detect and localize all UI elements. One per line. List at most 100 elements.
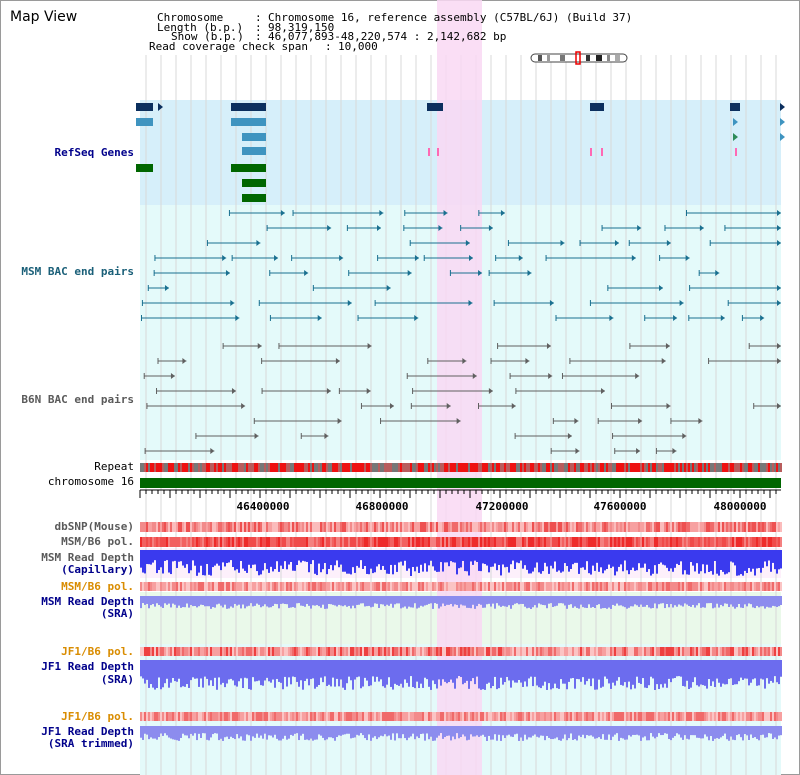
jf1-b6-pol-2-cell xyxy=(540,712,542,721)
msm-b6-pol-2-cell xyxy=(578,582,580,591)
msm-cap-depth-bar xyxy=(476,550,478,562)
jf1-b6-pol-2-cell xyxy=(698,712,700,721)
msm-bac-end xyxy=(720,315,725,321)
jf1-b6-pol-2-cell xyxy=(708,712,710,721)
jf1-sra-depth-bar xyxy=(576,660,578,679)
track-label-msm-bac[interactable]: MSM BAC end pairs xyxy=(21,265,134,278)
jf1-trim-depth-bar xyxy=(710,726,712,737)
msm-sra-depth-bar xyxy=(346,596,348,607)
msm-b6-pol-2-cell xyxy=(564,582,566,591)
msm-b6-pol-2-cell xyxy=(266,582,268,591)
repeat-segment xyxy=(540,463,542,472)
jf1-b6-pol-2-cell xyxy=(446,712,448,721)
jf1-b6-pol-2-cell xyxy=(682,712,684,721)
jf1-b6-pol-2-cell xyxy=(638,712,640,721)
refseq-exon-mark xyxy=(590,148,592,156)
msm-b6-pol-2-cell xyxy=(208,582,210,591)
jf1-b6-pol-cell xyxy=(252,647,254,656)
msm-cap-depth-bar xyxy=(574,550,576,563)
msm-cap-depth-bar xyxy=(362,550,364,569)
jf1-b6-pol-cell xyxy=(462,647,464,656)
msm-b6-pol-cell xyxy=(298,537,300,547)
msm-b6-pol-cell xyxy=(764,537,766,547)
jf1-b6-pol-2-cell xyxy=(426,712,428,721)
msm-bac-end xyxy=(256,240,261,246)
msm-b6-pol-2-cell xyxy=(318,582,320,591)
msm-sra-depth-bar xyxy=(376,596,378,604)
msm-b6-pol-cell xyxy=(726,537,728,547)
jf1-b6-pol-2-cell xyxy=(488,712,490,721)
jf1-trim-depth-bar xyxy=(684,726,686,736)
jf1-trim-depth-bar xyxy=(728,726,730,741)
msm-sra-depth-bar xyxy=(364,596,366,607)
jf1-trim-depth-bar xyxy=(734,726,736,741)
msm-sra-depth-bar xyxy=(426,596,428,605)
msm-cap-depth-bar xyxy=(596,550,598,563)
msm-sra-depth-bar xyxy=(752,596,754,608)
msm-b6-pol-cell xyxy=(700,537,702,547)
dbsnp-cell xyxy=(552,522,554,532)
jf1-trim-depth-bar xyxy=(678,726,680,735)
jf1-b6-pol-2-cell xyxy=(514,712,516,721)
jf1-b6-pol-2-cell xyxy=(338,712,340,721)
jf1-b6-pol-cell xyxy=(442,647,444,656)
dbsnp-cell xyxy=(338,522,340,532)
jf1-trim-depth-bar xyxy=(600,726,602,739)
jf1-trim-depth-bar xyxy=(646,726,648,741)
jf1-b6-pol-cell xyxy=(334,647,336,656)
track-label-b6n-bac[interactable]: B6N BAC end pairs xyxy=(21,393,134,406)
jf1-b6-pol-2-cell xyxy=(510,712,512,721)
msm-sra-depth-bar xyxy=(230,596,232,607)
dbsnp-cell xyxy=(776,522,778,532)
dbsnp-cell xyxy=(724,522,726,532)
msm-cap-depth-bar xyxy=(654,550,656,566)
jf1-b6-pol-cell xyxy=(564,647,566,656)
msm-b6-pol-cell xyxy=(260,537,262,547)
jf1-b6-pol-cell xyxy=(522,647,524,656)
msm-sra-depth-bar xyxy=(592,596,594,608)
msm-sra-depth-bar xyxy=(312,596,314,606)
msm-b6-pol-2-cell xyxy=(286,582,288,591)
repeat-segment xyxy=(764,463,766,472)
msm-cap-depth-bar xyxy=(628,550,630,575)
dbsnp-cell xyxy=(344,522,346,532)
dbsnp-cell xyxy=(768,522,770,532)
repeat-segment xyxy=(762,463,764,472)
jf1-b6-pol-cell xyxy=(720,647,722,656)
track-label-refseq[interactable]: RefSeq Genes xyxy=(54,146,134,159)
msm-cap-depth-bar xyxy=(656,550,658,574)
jf1-trim-depth-bar xyxy=(472,726,474,737)
jf1-sra-depth-bar xyxy=(620,660,622,685)
dbsnp-cell xyxy=(248,522,250,532)
msm-sra-depth-bar xyxy=(736,596,738,608)
msm-b6-pol-2-cell xyxy=(338,582,340,591)
msm-bac-end xyxy=(673,315,678,321)
msm-sra-depth-bar xyxy=(254,596,256,606)
msm-sra-depth-bar xyxy=(560,596,562,604)
msm-b6-pol-2-cell xyxy=(242,582,244,591)
msm-b6-pol-2-cell xyxy=(704,582,706,591)
jf1-sra-depth-bar xyxy=(140,660,142,677)
msm-sra-depth-bar xyxy=(362,596,364,604)
repeat-segment xyxy=(538,463,540,472)
msm-sra-depth-bar xyxy=(624,596,626,608)
dbsnp-cell xyxy=(320,522,322,532)
msm-cap-depth-bar xyxy=(300,550,302,563)
dbsnp-cell xyxy=(616,522,618,532)
repeat-segment xyxy=(484,463,486,472)
dbsnp-cell xyxy=(708,522,710,532)
jf1-b6-pol-2-cell xyxy=(780,712,782,721)
jf1-b6-pol-2-cell xyxy=(660,712,662,721)
msm-bac-end xyxy=(666,240,671,246)
msm-b6-pol-2-cell xyxy=(732,582,734,591)
jf1-sra-depth-bar xyxy=(610,660,612,689)
msm-cap-depth-bar xyxy=(670,550,672,569)
dbsnp-cell xyxy=(220,522,222,532)
repeat-segment xyxy=(398,463,400,472)
msm-cap-depth-bar xyxy=(170,550,172,575)
jf1-sra-depth-bar xyxy=(724,660,726,685)
jf1-b6-pol-2-cell xyxy=(442,712,444,721)
dbsnp-cell xyxy=(510,522,512,532)
msm-b6-pol-2-cell xyxy=(674,582,676,591)
